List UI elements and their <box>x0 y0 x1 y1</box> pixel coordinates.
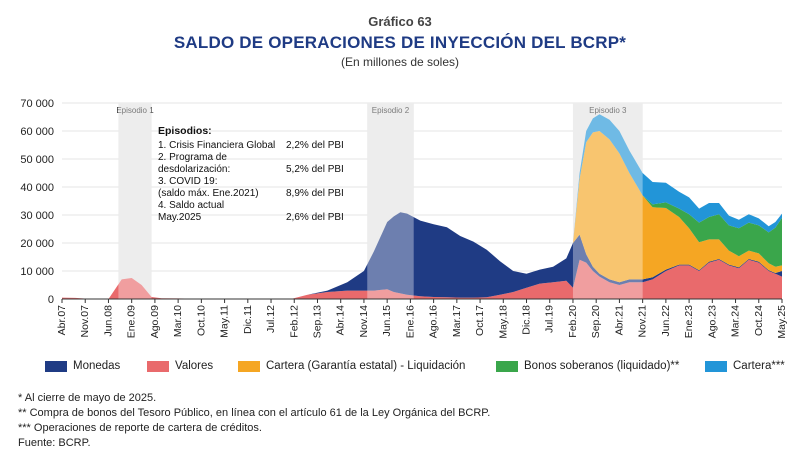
episode-value: 5,2% del PBI <box>286 164 344 175</box>
x-tick-label: Mar.10 <box>172 305 184 337</box>
x-tick-label: Nov.07 <box>79 305 91 338</box>
episode-band <box>118 103 152 299</box>
legend-item-cartera-garantia: Cartera (Garantía estatal) - Liquidación <box>238 360 465 372</box>
episode-overlay <box>118 103 152 299</box>
legend-item-monedas: Monedas <box>45 360 120 372</box>
chart-title: SALDO DE OPERACIONES DE INYECCIÓN DEL BC… <box>173 33 627 52</box>
x-tick-label: Jun.22 <box>660 305 672 337</box>
x-tick-label: Jul.19 <box>544 305 556 333</box>
y-tick-label: 40 000 <box>20 182 54 194</box>
series-area-monedas <box>62 212 782 299</box>
x-tick-label: Mar.17 <box>451 305 463 337</box>
legend-label: Valores <box>175 360 214 372</box>
episodes-box-title: Episodios: <box>158 125 212 137</box>
x-tick-label: Sep.20 <box>590 305 602 338</box>
y-tick-label: 20 000 <box>20 238 54 250</box>
legend-swatch <box>147 360 169 372</box>
episode-value: 2,6% del PBI <box>286 212 344 223</box>
episode-row: 1. Crisis Financiera Global 2,2% del PBI <box>158 140 356 152</box>
x-tick-label: Dic.18 <box>521 305 533 335</box>
series-area-cartera-garant-a-estatal-liquidaci-n <box>62 131 782 299</box>
x-tick-label: Dic.11 <box>242 305 254 334</box>
x-tick-label: Abr.14 <box>335 305 347 336</box>
episode-name: 2. Programa de <box>158 152 227 163</box>
episodes-box: Episodios: 1. Crisis Financiera Global 2,… <box>158 125 356 224</box>
episode-overlay <box>367 103 414 299</box>
legend-item-bonos: Bonos soberanos (liquidado)** <box>496 360 679 372</box>
chart-label: Gráfico 63 <box>368 14 432 29</box>
episode-name: (saldo máx. Ene.2021) <box>158 188 259 199</box>
episode-label: Episodio 2 <box>372 106 410 115</box>
legend-swatch <box>705 360 727 372</box>
x-tick-label: Feb.20 <box>567 305 579 338</box>
legend-label: Cartera*** <box>733 360 785 372</box>
footnotes: * Al cierre de mayo de 2025. ** Compra d… <box>18 391 490 451</box>
y-tick-label: 70 000 <box>20 98 54 110</box>
y-tick-label: 10 000 <box>20 266 54 278</box>
legend-swatch <box>496 360 518 372</box>
episode-name: 3. COVID 19: <box>158 176 218 187</box>
x-tick-label: Ene.23 <box>683 305 695 338</box>
legend: Monedas Valores Cartera (Garantía estata… <box>10 360 800 376</box>
episode-row: desdolarización: 5,2% del PBI <box>158 164 356 176</box>
episode-row: May.2025 2,6% del PBI <box>158 212 356 224</box>
legend-swatch <box>45 360 67 372</box>
x-tick-label: May.11 <box>219 305 231 338</box>
episode-name: 1. Crisis Financiera Global <box>158 140 276 151</box>
series-area-valores <box>62 259 782 299</box>
episode-value <box>286 152 356 164</box>
legend-swatch <box>238 360 260 372</box>
episode-label: Episodio 1 <box>116 106 154 115</box>
legend-label: Monedas <box>73 360 121 372</box>
x-tick-label: Ene.09 <box>126 305 138 338</box>
x-tick-label: Oct.10 <box>195 305 207 336</box>
episode-value <box>286 176 356 188</box>
episode-row: 2. Programa de <box>158 152 356 164</box>
x-tick-label: Abr.21 <box>613 305 625 336</box>
episode-overlay <box>572 103 643 299</box>
episode-row: 3. COVID 19: <box>158 176 356 188</box>
episode-label: Episodio 3 <box>589 106 627 115</box>
footnote: Fuente: BCRP. <box>18 437 91 449</box>
episode-name: May.2025 <box>158 212 202 223</box>
x-tick-label: Ago.23 <box>706 305 718 338</box>
x-tick-label: Nov.21 <box>637 305 649 338</box>
x-tick-label: Oct.24 <box>753 305 765 336</box>
x-tick-label: Jun.08 <box>102 305 114 337</box>
x-tick-label: Jun.15 <box>381 305 393 337</box>
x-tick-label: Ene.16 <box>404 305 416 338</box>
episode-name: desdolarización: <box>158 164 231 175</box>
x-tick-label: Ago.09 <box>149 305 161 338</box>
episode-name: 4. Saldo actual <box>158 200 225 211</box>
x-tick-label: Ago.16 <box>428 305 440 338</box>
x-tick-label: May.18 <box>497 305 509 339</box>
y-tick-label: 0 <box>48 294 54 306</box>
y-tick-label: 50 000 <box>20 154 54 166</box>
legend-item-cartera: Cartera*** <box>705 360 785 372</box>
episode-row: (saldo máx. Ene.2021) 8,9% del PBI <box>158 188 356 200</box>
episode-value: 8,9% del PBI <box>286 188 344 199</box>
x-tick-label: Nov.14 <box>358 305 370 338</box>
episode-value: 2,2% del PBI <box>286 140 344 151</box>
chart-subtitle: (En millones de soles) <box>340 55 460 69</box>
y-tick-label: 60 000 <box>20 126 54 138</box>
x-tick-label: May.25 <box>776 305 788 339</box>
episode-value <box>286 200 356 212</box>
legend-label: Cartera (Garantía estatal) - Liquidación <box>266 360 466 372</box>
legend-item-valores: Valores <box>147 360 213 372</box>
x-tick-label: Feb.12 <box>288 305 300 338</box>
x-tick-label: Oct.17 <box>474 305 486 336</box>
legend-label: Bonos soberanos (liquidado)** <box>524 360 680 372</box>
episode-row: 4. Saldo actual <box>158 200 356 212</box>
x-tick-label: Abr.07 <box>56 305 68 336</box>
y-tick-label: 30 000 <box>20 210 54 222</box>
footnote: * Al cierre de mayo de 2025. <box>18 392 157 404</box>
x-tick-label: Jul.12 <box>265 305 277 333</box>
x-tick-label: Mar.24 <box>730 305 742 337</box>
footnote: *** Operaciones de reporte de cartera de… <box>18 422 262 434</box>
x-tick-label: Sep.13 <box>311 305 323 338</box>
footnote: ** Compra de bonos del Tesoro Público, e… <box>18 407 491 419</box>
